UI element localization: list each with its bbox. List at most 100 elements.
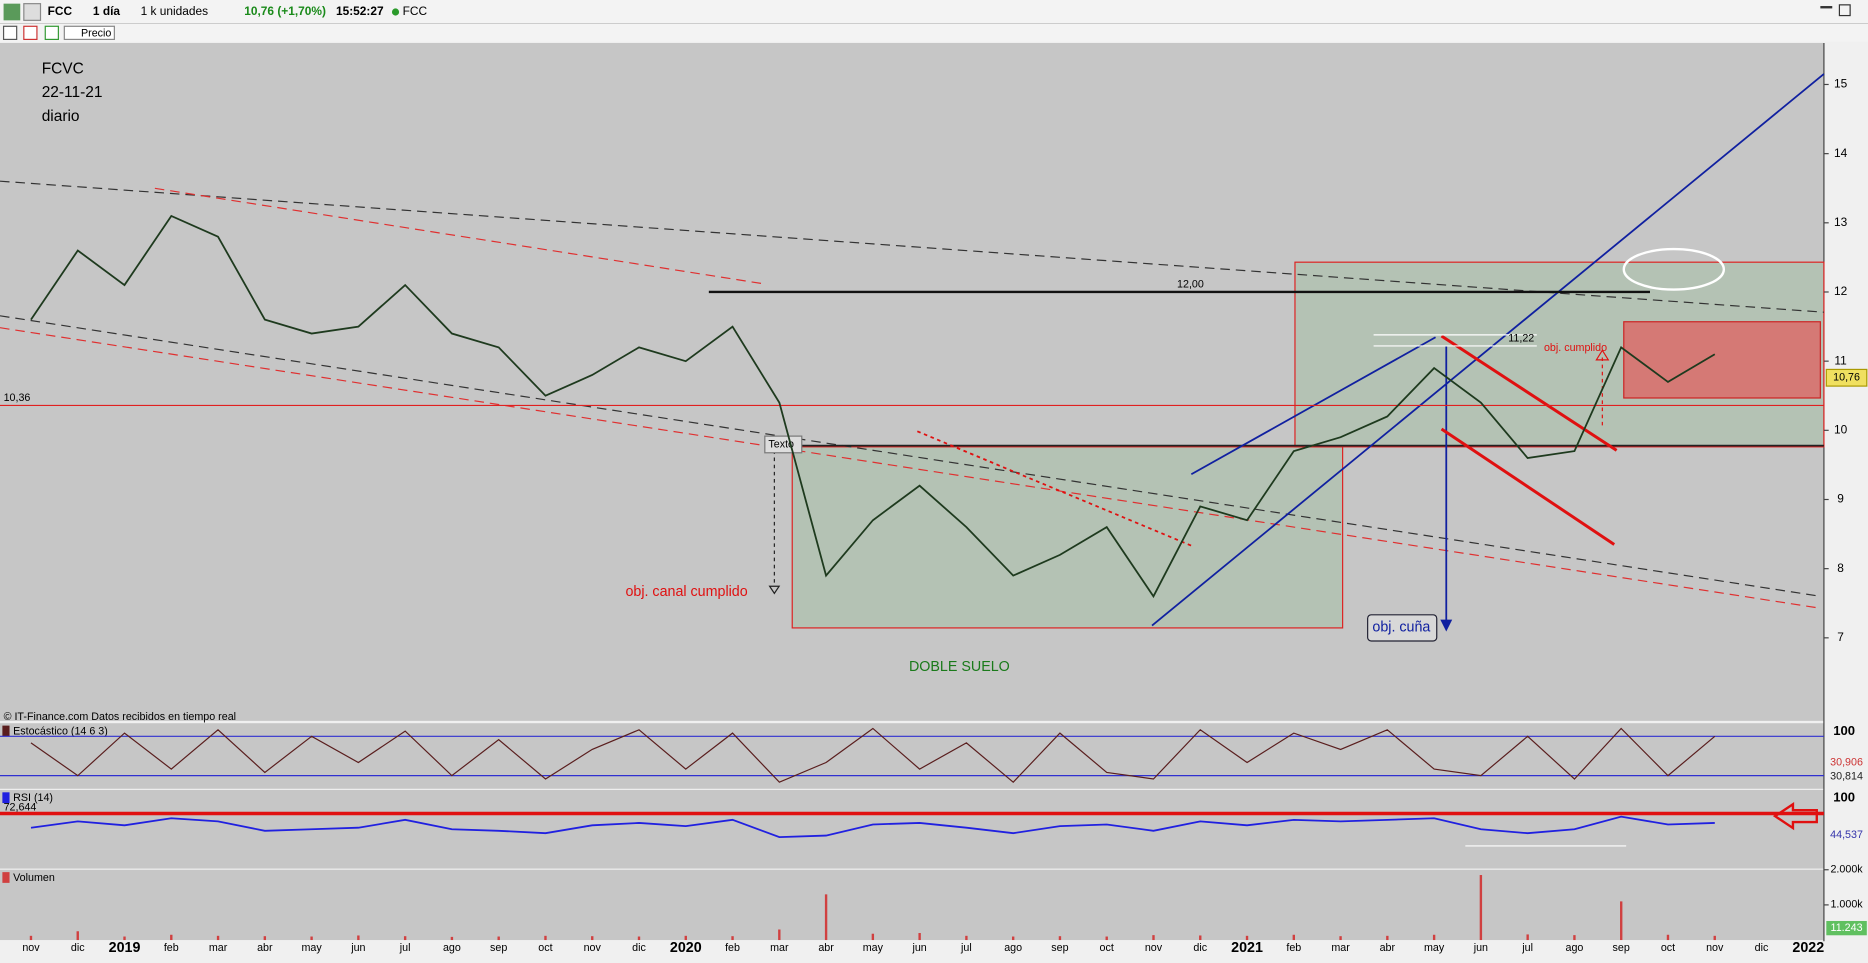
name: FCC: [403, 4, 428, 18]
value-box: [1826, 920, 1867, 936]
stochastic-line: [30, 727, 1716, 784]
x-tick-label: 2022: [1792, 940, 1824, 956]
volume-bar: [1152, 935, 1155, 941]
x-tick-label: jun: [1473, 942, 1488, 954]
tool-button[interactable]: [23, 25, 38, 40]
x-tick-label: dic: [1755, 942, 1769, 954]
quote: 10,76 (+1,70%): [244, 4, 326, 18]
chart-icon[interactable]: [3, 3, 21, 21]
volume-bar: [450, 936, 454, 941]
volume-bar: [591, 936, 594, 941]
x-tick-label: dic: [1193, 942, 1207, 954]
annotation: Texto: [768, 438, 794, 450]
y-tick-label: 11: [1834, 353, 1847, 367]
settings-icon[interactable]: [23, 3, 42, 21]
volume-bar: [1573, 935, 1576, 941]
value-box-label: 11.243: [1831, 922, 1863, 934]
x-tick-label: may: [301, 942, 322, 954]
x-tick-label: 2021: [1231, 940, 1263, 956]
x-tick-label: dic: [632, 942, 646, 954]
y-tick-label: 14: [1834, 146, 1848, 160]
x-tick-label: ago: [1565, 942, 1583, 954]
volume-bar: [544, 935, 547, 941]
volume-bar: [357, 935, 360, 941]
x-tick-label: mar: [770, 942, 789, 954]
annotation: obj. cumplido: [1544, 342, 1607, 354]
x-tick-label: may: [1424, 942, 1445, 954]
note: FCVC: [42, 60, 84, 77]
volume-bar: [216, 935, 220, 941]
x-tick-label: feb: [164, 942, 179, 954]
volume-bar: [1105, 936, 1108, 941]
x-tick-label: nov: [1145, 942, 1163, 954]
volume-bar: [76, 931, 79, 941]
x-tick-label: oct: [1661, 942, 1675, 954]
x-tick-label: nov: [584, 942, 602, 954]
x-tick-label: 2020: [670, 940, 702, 956]
volume-bar: [1199, 935, 1202, 941]
x-tick-label: jul: [960, 942, 972, 954]
volume-bar: [1713, 935, 1716, 941]
units[interactable]: 1 k unidades: [141, 4, 209, 18]
add-button[interactable]: [2, 25, 18, 40]
y-tick-label: 9: [1837, 492, 1844, 506]
y-tick-label: 100: [1833, 723, 1855, 738]
x-tick-label: sep: [1613, 942, 1630, 954]
y-tick-label: 100: [1833, 790, 1855, 805]
price-button-label[interactable]: Precio: [81, 27, 111, 39]
x-tick-label: abr: [257, 942, 273, 954]
x-tick-label: ago: [443, 942, 461, 954]
x-tick-label: ago: [1004, 942, 1022, 954]
panel-title: Estocástico (14 6 3): [13, 725, 108, 737]
volume-bar: [263, 936, 267, 941]
y-tick-label: 12: [1834, 284, 1848, 298]
last-price-label: 10,76: [1833, 372, 1860, 384]
x-tick-label: jun: [350, 942, 365, 954]
annotation: obj. canal cumplido: [625, 584, 747, 600]
level-label: 12,00: [1177, 279, 1204, 291]
volume-bar: [1526, 934, 1529, 941]
symbol[interactable]: FCC: [48, 4, 73, 18]
period[interactable]: 1 día: [93, 4, 121, 18]
x-tick-label: jun: [911, 942, 926, 954]
volume-bar: [1479, 875, 1483, 941]
volume-bar: [1058, 936, 1062, 941]
volume-bar: [637, 936, 641, 941]
y-tick-label: 2.000k: [1830, 864, 1863, 876]
y-tick-label: 15: [1834, 77, 1848, 91]
volume-bar: [310, 936, 313, 941]
volume-bar: [918, 933, 921, 941]
volume-bar: [170, 934, 173, 941]
volume-bar: [871, 933, 875, 941]
x-tick-label: abr: [818, 942, 834, 954]
rsi-line: [30, 815, 1715, 839]
value-box-label: 72,644: [4, 802, 37, 814]
x-tick-label: feb: [725, 942, 740, 954]
panel-title: RSI (14): [13, 792, 53, 804]
x-tick-label: may: [863, 942, 884, 954]
note: 22-11-21: [42, 84, 103, 101]
x-tick-label: mar: [209, 942, 228, 954]
value-box-label: 30,814: [1830, 771, 1863, 783]
level-label: 10,36: [4, 392, 31, 404]
volume-bar: [123, 936, 126, 941]
last-price-box: [1825, 368, 1868, 387]
price-button[interactable]: [63, 25, 115, 40]
x-tick-label: dic: [71, 942, 85, 954]
volume-bar: [29, 935, 33, 941]
source: © IT-Finance.com Datos recibidos en tiem…: [4, 711, 237, 723]
volume-bar: [1292, 934, 1295, 941]
x-tick-label: feb: [1286, 942, 1301, 954]
volume-bar: [965, 935, 968, 941]
x-tick-label: sep: [1051, 942, 1068, 954]
toolbar: [0, 0, 1868, 24]
y-tick-label: 8: [1837, 561, 1844, 575]
volume-bar: [684, 935, 687, 941]
volume-bar: [778, 929, 781, 941]
x-tick-label: abr: [1380, 942, 1396, 954]
tool-button[interactable]: [44, 25, 59, 40]
y-tick-label: 7: [1837, 630, 1844, 644]
annotation: DOBLE SUELO: [909, 659, 1010, 675]
